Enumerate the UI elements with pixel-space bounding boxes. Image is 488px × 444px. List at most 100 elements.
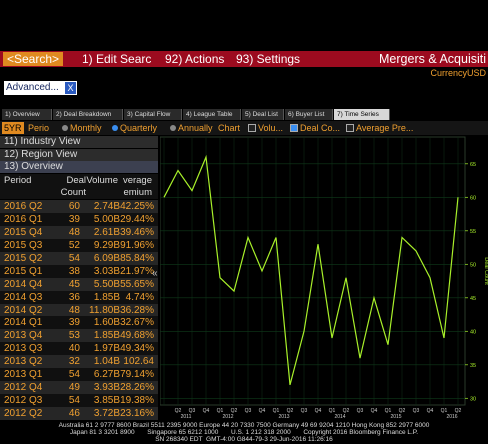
- range-button[interactable]: 5YR: [2, 122, 24, 134]
- tab[interactable]: 2) Deal Breakdown: [53, 109, 123, 120]
- table-cell: 3.93B: [93, 382, 120, 394]
- table-cell: 39: [68, 317, 80, 329]
- x-tick-label: Q2: [343, 408, 350, 414]
- table-cell: 79.14%: [120, 369, 154, 381]
- table-cell: 29.44%: [120, 213, 154, 225]
- checkbox-label[interactable]: Deal Co...: [300, 123, 341, 133]
- tab[interactable]: 3) Capital Flow: [124, 109, 182, 120]
- y-tick-label: 30: [470, 396, 476, 402]
- x-tick-label: Q2: [399, 408, 406, 414]
- table-row-bg: [0, 200, 158, 213]
- radio-label[interactable]: Quarterly: [120, 123, 158, 133]
- view-row[interactable]: 12) Region View: [0, 148, 158, 161]
- table-cell: 9.29B: [93, 239, 120, 251]
- tab[interactable]: 5) Deal List: [242, 109, 284, 120]
- table-cell: 32: [68, 356, 80, 368]
- checkbox[interactable]: [248, 124, 256, 132]
- table-cell: 52: [68, 239, 80, 251]
- view-row[interactable]: 11) Industry View: [0, 136, 158, 148]
- x-tick-label: Q1: [273, 408, 280, 414]
- table-cell: 45: [68, 278, 80, 290]
- table-header: verage: [122, 175, 152, 186]
- tab[interactable]: 6) Buyer List: [285, 109, 333, 120]
- table-cell: 21.97%: [120, 265, 154, 277]
- footer-line: SN 268340 EDT GMT-4:00 G844-79-3 29-Jun-…: [155, 436, 333, 443]
- table-cell: 38: [68, 265, 80, 277]
- table-cell: 2014 Q2: [4, 304, 43, 316]
- table-cell: 2015 Q2: [4, 252, 43, 264]
- y-tick-label: 40: [470, 329, 476, 335]
- table-cell: 2012 Q3: [4, 395, 43, 407]
- radio-dot[interactable]: [62, 125, 68, 131]
- table-cell: 2014 Q1: [4, 317, 43, 329]
- table-row-bg: [0, 225, 158, 239]
- radio-label[interactable]: Annually: [178, 123, 213, 133]
- tab[interactable]: 1) Overview: [2, 109, 52, 120]
- table-cell: 1.85B: [93, 330, 120, 342]
- x-tick-label: Q4: [427, 408, 434, 414]
- table-header: Volume: [86, 175, 118, 186]
- tab[interactable]: 7) Time Series: [334, 109, 390, 120]
- table-header: Period: [4, 175, 32, 186]
- table-cell: 2016 Q2: [4, 201, 43, 212]
- table-cell: 2015 Q1: [4, 265, 43, 277]
- search-button[interactable]: <Search>: [3, 52, 64, 66]
- checkbox[interactable]: [290, 124, 298, 132]
- checkbox-label[interactable]: Average Pre...: [356, 123, 414, 133]
- table-cell: 2012 Q4: [4, 382, 43, 394]
- table-cell: 46: [68, 408, 80, 420]
- table-cell: 3.85B: [93, 395, 120, 407]
- table-cell: 42.25%: [120, 201, 154, 212]
- chart-label[interactable]: Chart: [218, 123, 241, 133]
- table-cell: 6.09B: [93, 252, 120, 264]
- table-cell: 102.64: [123, 356, 154, 368]
- table-cell: 1.85B: [93, 291, 120, 303]
- tab[interactable]: 4) League Table: [183, 109, 241, 120]
- table-cell: 60: [68, 201, 80, 212]
- currency[interactable]: CurrencyUSD: [430, 68, 486, 78]
- year-label: 2016: [446, 414, 457, 420]
- menu-bar: [0, 51, 488, 67]
- x-tick-label: Q2: [175, 408, 182, 414]
- table-cell: 36: [68, 291, 80, 303]
- table-cell: 3.03B: [93, 265, 120, 277]
- year-label: 2014: [334, 414, 345, 420]
- table-row-bg: [0, 290, 158, 304]
- menu-item[interactable]: 1) Edit Searc: [82, 52, 152, 66]
- x-tick-label: Q3: [245, 408, 252, 414]
- x-tick-label: Q3: [357, 408, 364, 414]
- menu-item[interactable]: 92) Actions: [165, 52, 225, 66]
- filter-close[interactable]: X: [65, 82, 76, 94]
- table-cell: 2014 Q4: [4, 278, 43, 290]
- table-cell: 2013 Q3: [4, 343, 43, 355]
- table-cell: 28.26%: [120, 382, 154, 394]
- table-cell: 54: [68, 252, 80, 264]
- menu-item[interactable]: 93) Settings: [236, 52, 301, 66]
- x-tick-label: Q4: [259, 408, 266, 414]
- table-cell: 39.46%: [120, 226, 154, 238]
- table-cell: 54: [68, 369, 80, 381]
- collapse-arrow[interactable]: «: [152, 268, 158, 279]
- table-cell: 2012 Q2: [4, 408, 43, 420]
- view-row[interactable]: 13) Overview: [0, 161, 158, 173]
- checkbox-label[interactable]: Volu...: [258, 123, 284, 133]
- table-cell: 2014 Q3: [4, 291, 43, 303]
- radio-label[interactable]: Monthly: [70, 123, 102, 133]
- x-tick-label: Q2: [231, 408, 238, 414]
- table-cell: 6.27B: [93, 369, 120, 381]
- radio-dot[interactable]: [112, 125, 118, 131]
- filter-label[interactable]: Advanced...: [4, 81, 77, 95]
- table-cell: 2016 Q1: [4, 213, 43, 225]
- x-tick-label: Q2: [287, 408, 294, 414]
- x-tick-label: Q1: [217, 408, 224, 414]
- table-cell: 36.28%: [120, 304, 154, 316]
- table-row-bg: [0, 407, 158, 420]
- table-row-bg: [0, 212, 158, 226]
- checkbox[interactable]: [346, 124, 354, 132]
- period-label[interactable]: Perio: [28, 123, 50, 133]
- y-tick-label: 65: [470, 162, 476, 168]
- y-tick-label: 60: [470, 195, 476, 201]
- year-label: 2013: [278, 414, 289, 420]
- radio-dot[interactable]: [170, 125, 176, 131]
